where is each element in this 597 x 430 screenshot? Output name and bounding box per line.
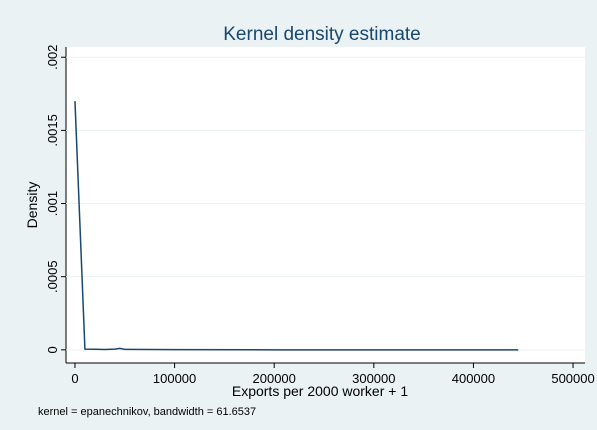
x-tick-label: 400000: [452, 371, 495, 386]
y-tick-label: .0015: [45, 114, 60, 147]
x-tick-label: 100000: [153, 371, 196, 386]
y-tick-label: 0: [45, 346, 60, 353]
x-tick-label: 200000: [253, 371, 296, 386]
plot-area: [66, 47, 585, 363]
density-line: [74, 101, 519, 351]
note: kernel = epanechnikov, bandwidth = 61.65…: [38, 406, 256, 418]
x-axis-title: Exports per 2000 worker + 1: [232, 383, 408, 399]
y-axis-title: Density: [24, 182, 40, 229]
x-tick-label: 500000: [551, 371, 594, 386]
y-tick-label: .001: [45, 191, 60, 216]
chart-title: Kernel density estimate: [223, 24, 421, 45]
y-tick-label: .002: [45, 45, 60, 70]
y-tick-label: .0005: [45, 260, 60, 293]
x-tick-label: 0: [71, 371, 78, 386]
x-tick-label: 300000: [352, 371, 395, 386]
